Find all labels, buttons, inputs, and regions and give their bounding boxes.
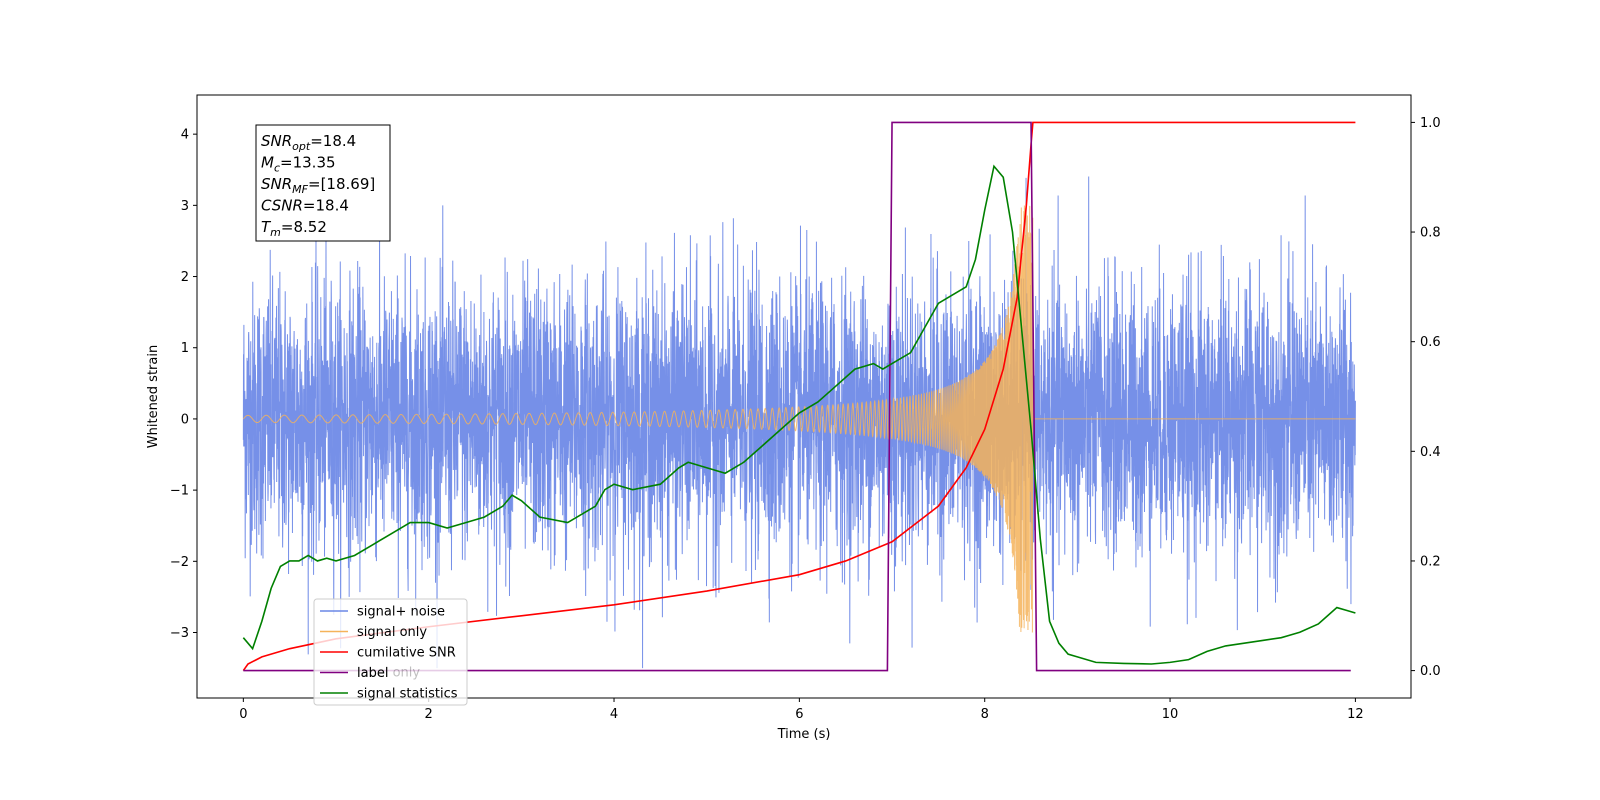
y-right-tick-label: 1.0	[1420, 116, 1441, 131]
series-cumulative-snr	[242, 121, 1356, 672]
legend: signal+ noise signal only cumilative SNR la…	[313, 598, 468, 706]
y-left-tick-label: 4	[181, 128, 189, 143]
annotation-line: SNRMF=[18.69]	[261, 175, 375, 196]
legend-label: label	[357, 666, 388, 681]
y-right-tick-label: 0.2	[1420, 554, 1441, 569]
y-left-tick-label: −2	[170, 555, 189, 570]
y-left-tick-label: −3	[170, 626, 189, 641]
x-tick-label: 4	[610, 707, 618, 722]
plot-frame	[196, 94, 1412, 699]
legend-label-ghost: label only	[357, 666, 420, 681]
x-axis-label: Time (s)	[777, 727, 831, 742]
y-right-tick-label: 0.4	[1420, 445, 1441, 460]
y-axis-left: 4 3 2 1 0 −1 −2 −3	[170, 128, 197, 641]
series-signal-statistics	[242, 164, 1356, 665]
legend-label: signal statistics	[357, 687, 458, 702]
x-tick-label: 2	[425, 707, 433, 722]
x-tick-label: 8	[981, 707, 989, 722]
series-layer	[242, 121, 1356, 672]
annotation-line: Tm=8.52	[261, 218, 327, 239]
series-label	[243, 121, 1351, 672]
y-right-tick-label: 0.6	[1420, 335, 1441, 350]
y-left-tick-label: 1	[181, 341, 189, 356]
legend-label: signal+ noise	[357, 605, 445, 620]
x-tick-label: 12	[1347, 707, 1364, 722]
y-axis-right: 1.0 0.8 0.6 0.4 0.2 0.0	[1411, 116, 1441, 679]
x-tick-label: 10	[1162, 707, 1179, 722]
series-signal-noise	[242, 176, 1356, 669]
y-right-tick-label: 0.8	[1420, 226, 1441, 241]
annotation-frame	[255, 124, 391, 242]
annotation-line: CSNR=18.4	[261, 197, 349, 215]
legend-frame	[313, 598, 468, 706]
legend-label: cumilative SNR	[357, 646, 456, 661]
x-axis: 0 2 4 6 8 10 12	[239, 698, 1364, 722]
annotation-box: SNRopt=18.4Mc=13.35SNRMF=[18.69]CSNR=18.…	[255, 124, 391, 242]
legend-label: signal only	[357, 625, 427, 640]
y-left-tick-label: 3	[181, 199, 189, 214]
annotation-line: Mc=13.35	[261, 154, 336, 175]
annotation-line: SNRopt=18.4	[261, 132, 356, 153]
x-tick-label: 0	[239, 707, 247, 722]
x-tick-label: 6	[795, 707, 803, 722]
y-left-tick-label: 2	[181, 270, 189, 285]
y-left-tick-label: 0	[181, 412, 189, 427]
series-signal-only	[242, 205, 1356, 633]
y-axis-label: Whitened strain	[146, 345, 161, 448]
y-left-tick-label: −1	[170, 484, 189, 499]
y-right-tick-label: 0.0	[1420, 664, 1441, 679]
